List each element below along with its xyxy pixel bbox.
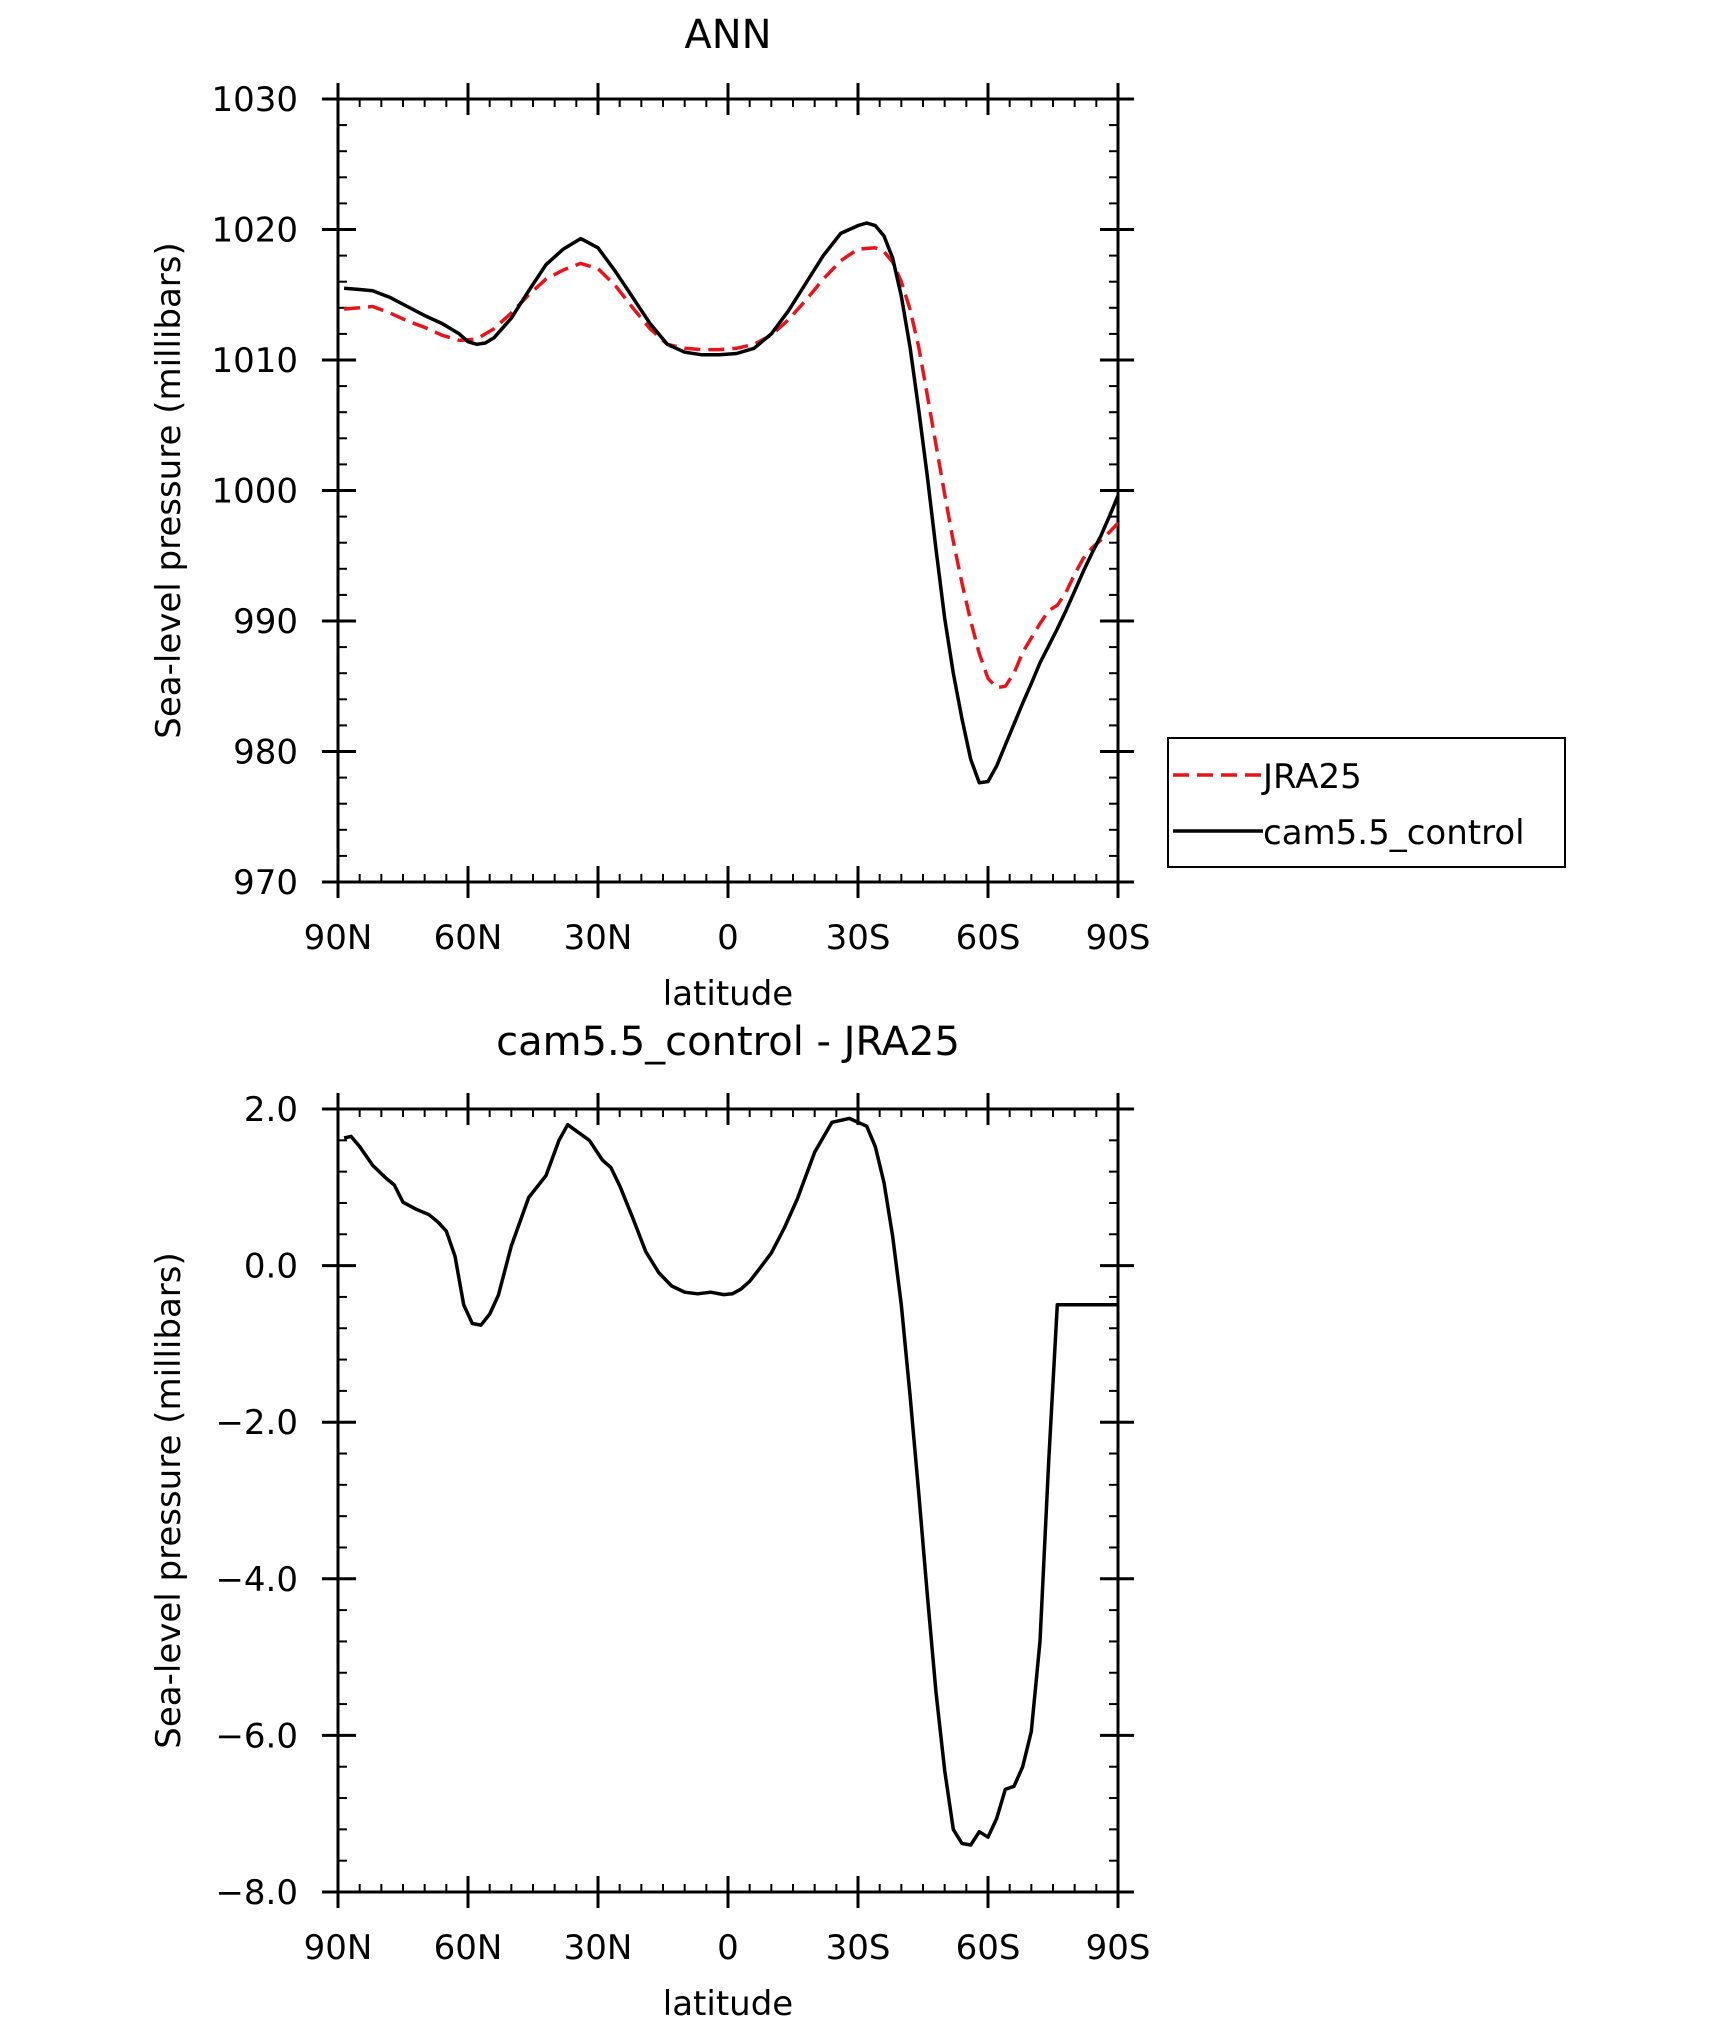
chart-title: cam5.5_control - JRA25: [496, 1019, 960, 1065]
x-tick-label: 60S: [956, 1928, 1021, 1968]
series-group: [343, 221, 1118, 785]
x-tick-label: 90N: [304, 1928, 373, 1968]
y-axis-label: Sea-level pressure (millibars): [149, 1252, 189, 1748]
x-tick-label: 30N: [564, 918, 633, 958]
y-axis-label: Sea-level pressure (millibars): [149, 242, 189, 738]
x-tick-label: 30N: [564, 1928, 633, 1968]
top-panel-ann: ANN 90N 60N 30N 0 30S 60S 90S 1030 1020 1010 1000 99…: [149, 12, 1150, 1014]
y-tick-label: 2.0: [244, 1090, 298, 1130]
legend-box: [1167, 737, 1566, 868]
legend: JRA25 cam5.5_control: [1167, 737, 1566, 868]
y-tick-label: 970: [233, 863, 298, 903]
y-tick-label: 1000: [211, 472, 298, 512]
legend-label: cam5.5_control: [1263, 813, 1525, 853]
series-group: [343, 1116, 1118, 1847]
x-tick-label: 60N: [434, 1928, 503, 1968]
x-tick-label: 30S: [826, 918, 891, 958]
x-tick-label: 90S: [1086, 918, 1151, 958]
plot-frame: [336, 97, 1120, 884]
x-tick-label: 0: [717, 1928, 739, 1968]
x-tick-label: 60S: [956, 918, 1021, 958]
chart-title: ANN: [684, 12, 771, 58]
bottom-panel-difference: cam5.5_control - JRA25 90N 60N 30N 0 30S 60S 90…: [149, 1019, 1150, 2021]
difference-line: [343, 1116, 1118, 1847]
x-tick-label: 0: [717, 918, 739, 958]
y-tick-label: −6.0: [215, 1716, 298, 1756]
x-axis-label: latitude: [663, 1984, 793, 2021]
y-tick-label: 1010: [211, 341, 298, 381]
y-tick-label: 990: [233, 602, 298, 642]
series-line-jra25: [343, 246, 1118, 690]
y-tick-label: 980: [233, 733, 298, 773]
y-tick-label: −8.0: [215, 1873, 298, 1913]
x-tick-label: 90N: [304, 918, 373, 958]
y-tick-label: 1030: [211, 80, 298, 120]
x-axis-label: latitude: [663, 974, 793, 1014]
legend-label: JRA25: [1261, 757, 1362, 797]
x-tick-label: 60N: [434, 918, 503, 958]
y-tick-label: 1020: [211, 211, 298, 251]
y-tick-label: 0.0: [244, 1247, 298, 1287]
series-line-cam5-5-control: [343, 221, 1118, 785]
plot-frame: [336, 1107, 1120, 1894]
x-tick-label: 90S: [1086, 1928, 1151, 1968]
y-tick-label: −4.0: [215, 1560, 298, 1600]
y-tick-label: −2.0: [215, 1403, 298, 1443]
x-tick-label: 30S: [826, 1928, 891, 1968]
